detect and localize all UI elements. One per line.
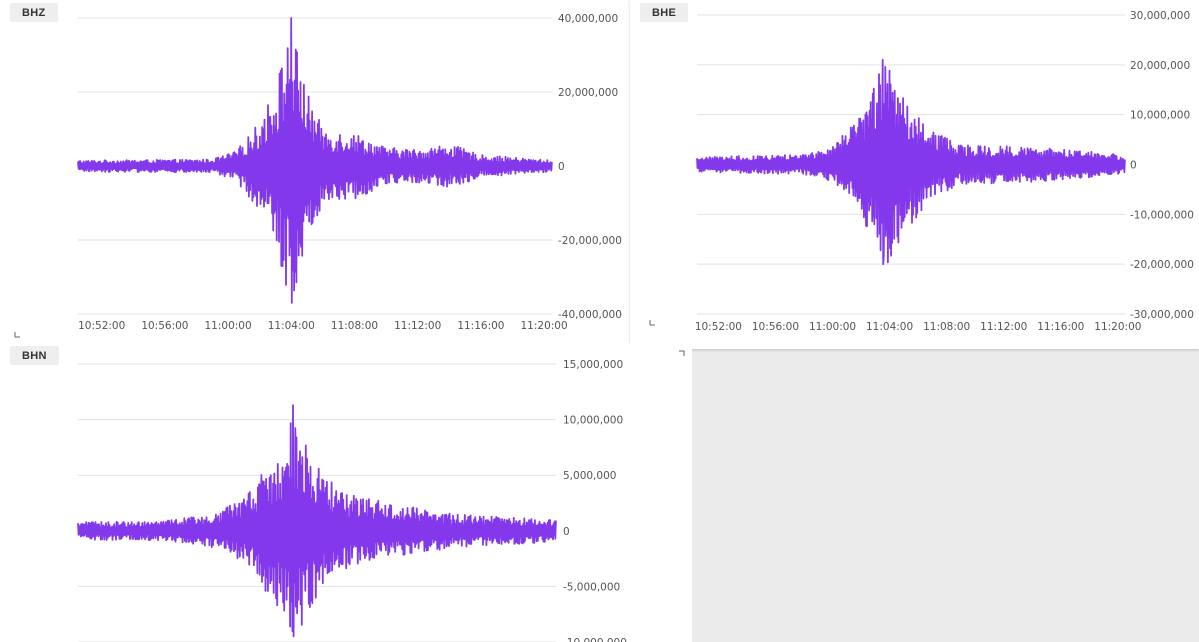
chart-panel-bhz: 40,000,000 20,000,000 0 -20,000,000 -40,000,…	[0, 0, 630, 343]
y-tick-label: 10,000,000	[1130, 110, 1190, 122]
waveform-line	[77, 404, 557, 638]
y-tick-label: -10,000,000	[563, 637, 627, 642]
channel-badge-bhe: BHE	[640, 3, 689, 22]
x-tick-label: 11:16:00	[1037, 321, 1084, 333]
x-tick-label: 11:16:00	[457, 320, 504, 332]
y-tick-label: 0	[558, 161, 565, 173]
x-tick-label: 11:04:00	[268, 320, 315, 332]
chart-panel-bhe: 30,000,000 20,000,000 10,000,000 0 -10,000,0…	[630, 0, 1199, 349]
x-tick-label: 11:08:00	[923, 321, 970, 333]
resize-corner-icon[interactable]	[679, 350, 685, 356]
y-tick-label: -5,000,000	[563, 581, 620, 593]
x-tick-label: 10:52:00	[695, 321, 742, 333]
x-tick-label: 11:00:00	[809, 321, 856, 333]
y-tick-label: 15,000,000	[563, 359, 623, 371]
chart-svg-bhz: 40,000,000 20,000,000 0 -20,000,000 -40,000,…	[14, 13, 622, 338]
chart-svg-bhn: 15,000,000 10,000,000 5,000,000 0 -5,000,000…	[77, 350, 685, 642]
x-tick-label: 11:00:00	[205, 320, 252, 332]
channel-badge-bhz: BHZ	[10, 3, 58, 22]
x-tick-label: 11:04:00	[866, 321, 913, 333]
x-tick-label: 11:12:00	[980, 321, 1027, 333]
x-tick-label: 10:52:00	[78, 320, 125, 332]
y-tick-label: 10,000,000	[563, 415, 623, 427]
y-tick-label: 20,000,000	[558, 87, 618, 99]
y-tick-label: -30,000,000	[1130, 309, 1194, 321]
y-tick-label: 20,000,000	[1130, 60, 1190, 72]
y-tick-label: 40,000,000	[558, 13, 618, 25]
y-tick-label: 30,000,000	[1130, 10, 1190, 22]
y-tick-label: -20,000,000	[1130, 259, 1194, 271]
chart-svg-bhe: 30,000,000 20,000,000 10,000,000 0 -10,000,0…	[649, 10, 1194, 333]
waveform-line	[696, 58, 1126, 266]
x-tick-label: 11:20:00	[1094, 321, 1141, 333]
x-tick-label: 10:56:00	[752, 321, 799, 333]
chart-panel-bhn: 15,000,000 10,000,000 5,000,000 0 -5,000,000…	[0, 343, 692, 642]
waveform-line	[77, 17, 553, 304]
y-tick-label: 0	[563, 526, 570, 538]
y-tick-label: 5,000,000	[563, 470, 616, 482]
y-tick-label: -10,000,000	[1130, 209, 1194, 221]
x-tick-label: 10:56:00	[141, 320, 188, 332]
y-tick-label: -20,000,000	[558, 235, 622, 247]
y-tick-label: -40,000,000	[558, 309, 622, 321]
y-tick-label: 0	[1130, 160, 1137, 172]
resize-corner-icon[interactable]	[649, 320, 655, 326]
x-tick-label: 11:12:00	[394, 320, 441, 332]
channel-badge-bhn: BHN	[10, 346, 59, 365]
x-tick-label: 11:08:00	[331, 320, 378, 332]
x-tick-label: 11:20:00	[521, 320, 568, 332]
resize-corner-icon[interactable]	[14, 332, 20, 338]
